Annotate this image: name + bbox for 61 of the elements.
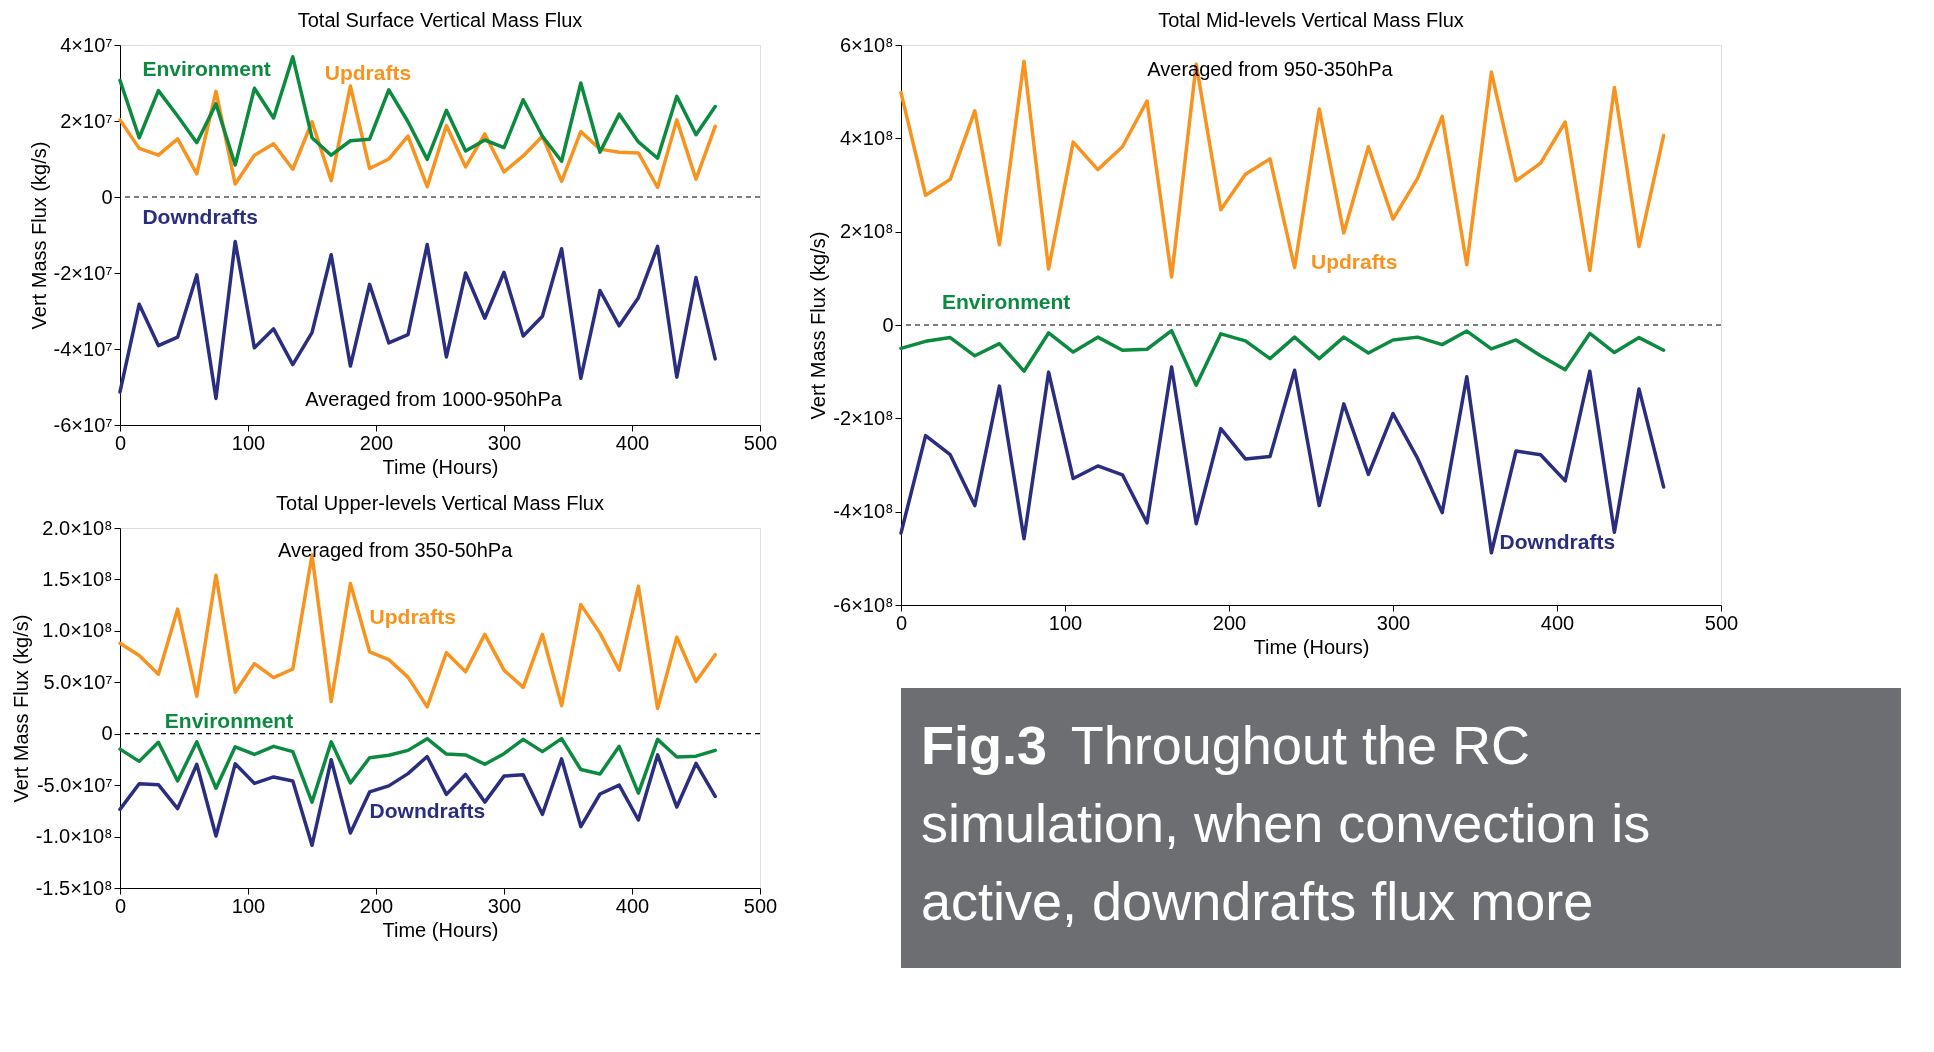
series-label: Updrafts <box>369 605 456 628</box>
series-label: Downdrafts <box>1499 530 1616 554</box>
x-tick-label: 0 <box>895 611 908 634</box>
x-axis-title: Time (Hours) <box>382 918 499 941</box>
y-tick-label: -1.0×10⁸ <box>35 825 113 848</box>
text: simulation, when convection is <box>921 793 1651 853</box>
text: Fig.3 <box>921 715 1048 775</box>
y-tick-label: 4×10⁸ <box>840 126 894 149</box>
y-tick-label: -1.5×10⁸ <box>35 876 113 899</box>
x-tick-label: 500 <box>1704 611 1739 634</box>
y-tick-label: -5.0×10⁷ <box>36 773 113 796</box>
y-tick-label: -4×10⁷ <box>53 337 113 360</box>
y-tick-label: -6×10⁷ <box>53 413 113 436</box>
x-tick-label: 200 <box>359 894 394 917</box>
y-tick-label: 4×10⁷ <box>60 33 113 56</box>
y-axis-title: Vert Mass Flux (kg/s) <box>27 141 50 330</box>
series-label: Updrafts <box>324 60 412 84</box>
y-tick-label: 5.0×10⁷ <box>43 670 113 693</box>
x-tick-label: 300 <box>487 431 522 454</box>
chart-title: Total Upper-levels Vertical Mass Flux <box>276 492 604 514</box>
text: active, downdrafts flux more <box>921 871 1594 931</box>
y-tick-label: 6×10⁸ <box>840 33 894 56</box>
series-label: Environment <box>164 709 294 733</box>
series-label: Environment <box>942 289 1071 313</box>
series-label: Downdrafts <box>369 799 486 823</box>
x-tick-label: 200 <box>1212 611 1247 634</box>
y-tick-label: -4×10⁸ <box>833 500 894 523</box>
series-label: Updrafts <box>1311 250 1398 274</box>
y-tick-label: 1.0×10⁸ <box>42 619 113 642</box>
series-label: Downdrafts <box>142 204 258 228</box>
annotation: Averaged from 1000-950hPa <box>305 388 563 411</box>
x-tick-label: 500 <box>743 431 778 454</box>
y-axis-title: Vert Mass Flux (kg/s) <box>807 231 830 420</box>
x-tick-label: 100 <box>231 431 266 454</box>
y-tick-label: -2×10⁸ <box>833 406 894 429</box>
x-axis-title: Time (Hours) <box>1253 635 1370 658</box>
y-axis-title: Vert Mass Flux (kg/s) <box>9 614 32 803</box>
x-tick-label: 500 <box>743 894 778 917</box>
y-tick-label: 0 <box>101 722 113 745</box>
y-tick-label: 0 <box>101 185 113 208</box>
y-tick-label: 2×10⁷ <box>60 109 113 132</box>
chart-title: Total Surface Vertical Mass Flux <box>297 9 583 31</box>
x-axis-title: Time (Hours) <box>382 455 499 478</box>
y-tick-label: 0 <box>882 313 894 336</box>
y-tick-label: 2×10⁸ <box>840 220 894 243</box>
x-tick-label: 300 <box>487 894 522 917</box>
annotation: Averaged from 350-50hPa <box>278 539 514 562</box>
x-tick-label: 200 <box>359 431 394 454</box>
x-tick-label: 100 <box>231 894 266 917</box>
x-tick-label: 100 <box>1048 611 1083 634</box>
y-tick-label: -2×10⁷ <box>53 261 113 284</box>
y-tick-label: 1.5×10⁸ <box>42 567 113 590</box>
series-label: Environment <box>142 56 271 80</box>
chart-title: Total Mid-levels Vertical Mass Flux <box>1158 9 1464 31</box>
x-tick-label: 300 <box>1376 611 1411 634</box>
x-tick-label: 400 <box>615 431 650 454</box>
y-tick-label: 2.0×10⁸ <box>42 516 113 539</box>
text: Throughout the RC <box>1070 715 1531 775</box>
y-tick-label: -6×10⁸ <box>833 593 894 616</box>
x-tick-label: 400 <box>1540 611 1575 634</box>
x-tick-label: 400 <box>615 894 650 917</box>
